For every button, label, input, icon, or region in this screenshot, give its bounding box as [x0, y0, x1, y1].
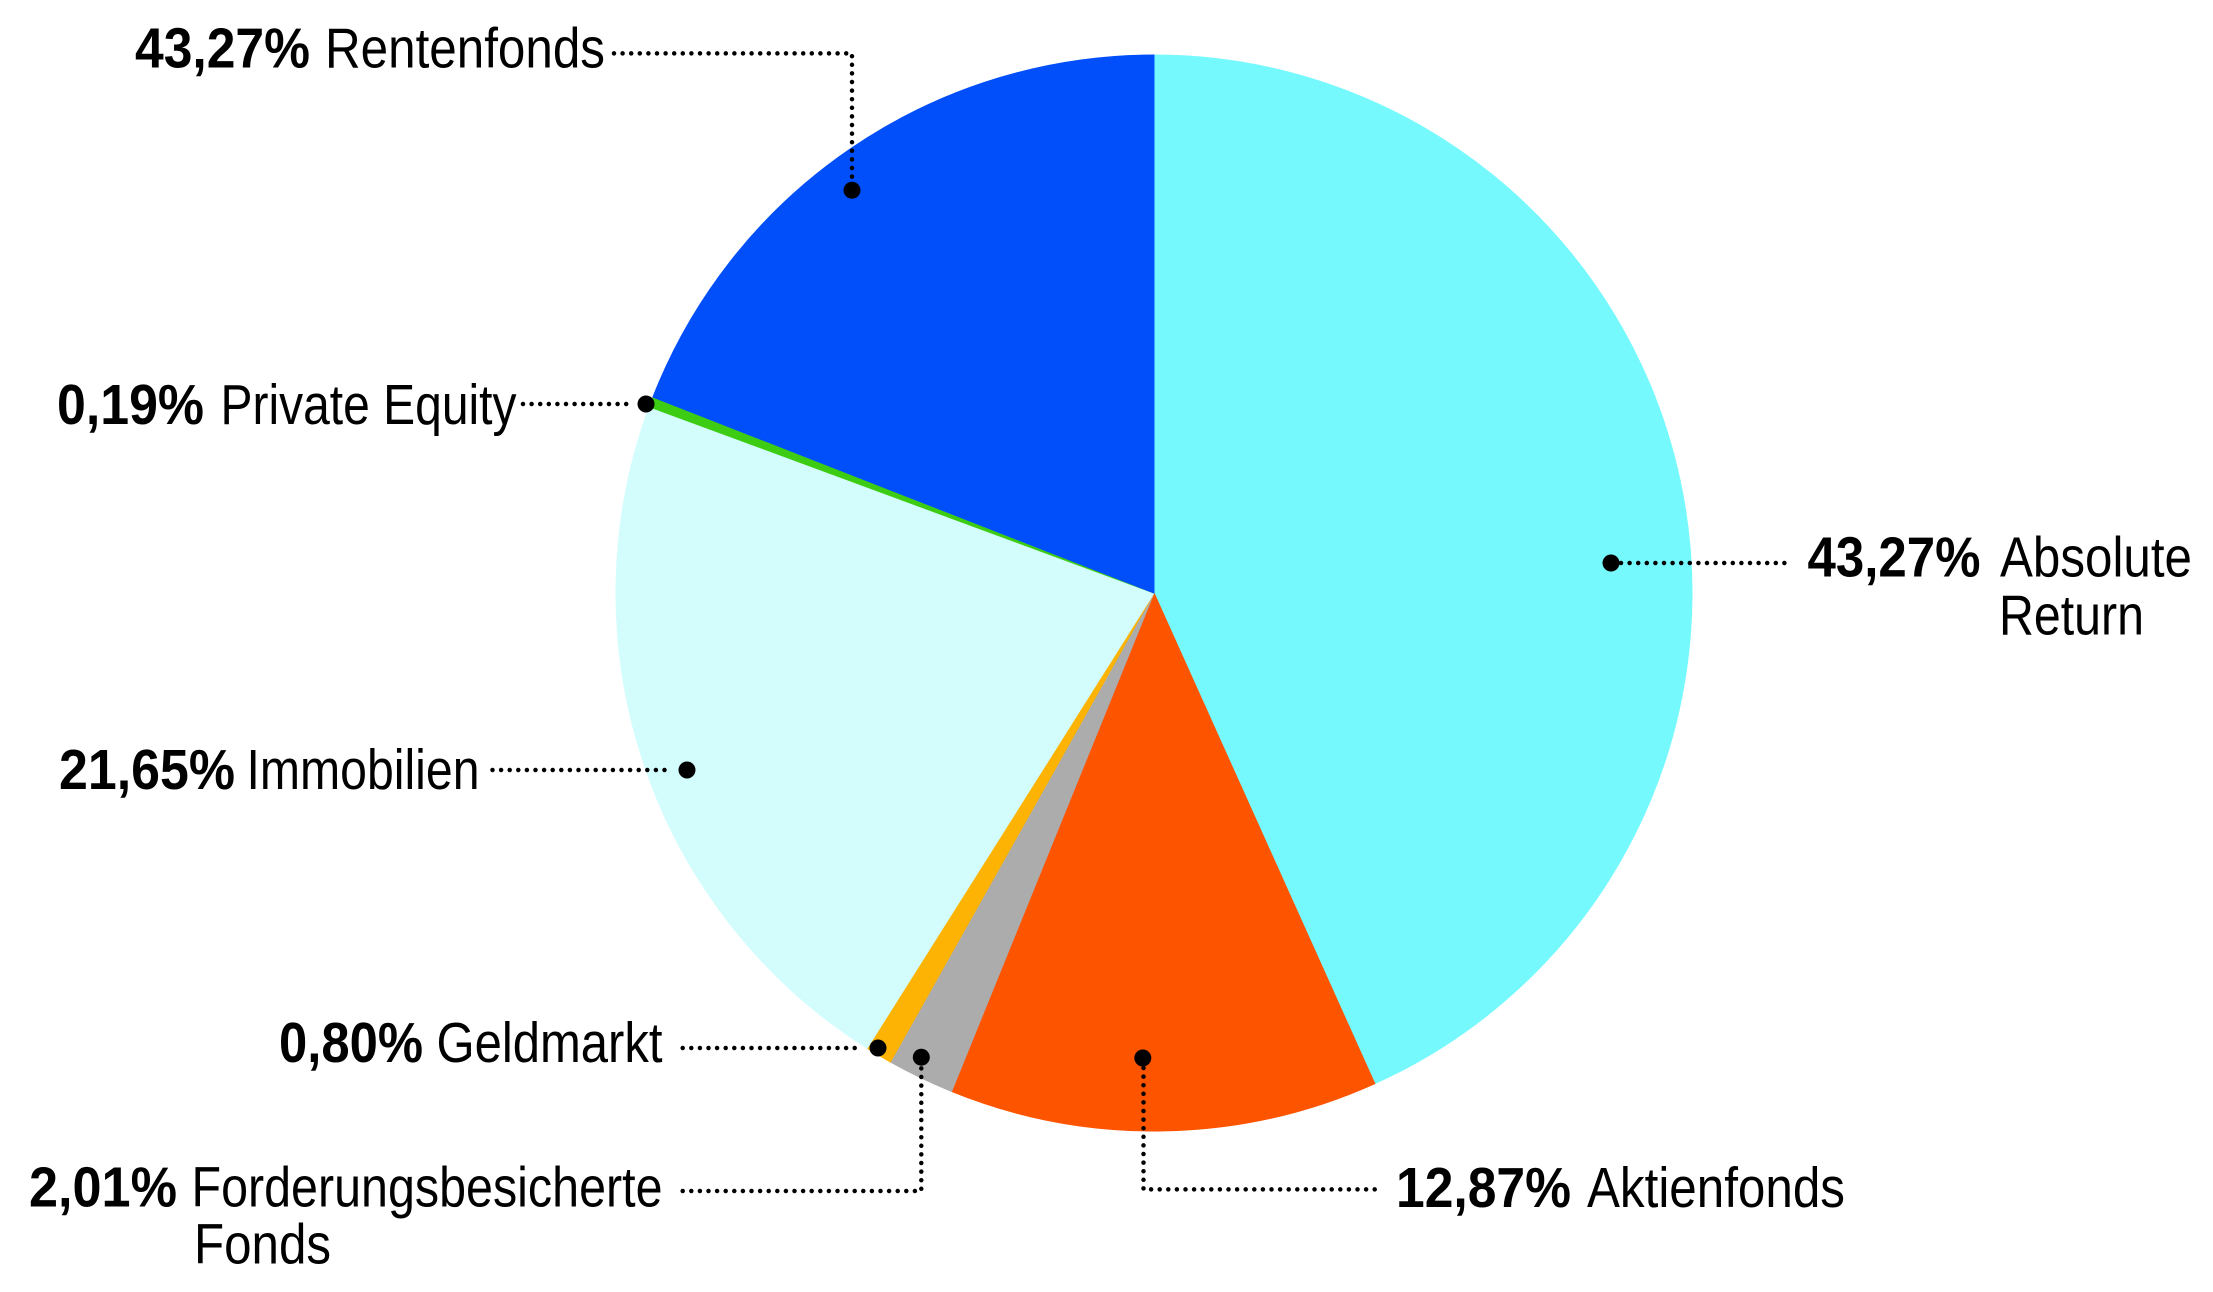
svg-text:Private Equity: Private Equity: [221, 373, 518, 436]
svg-text:Aktienfonds: Aktienfonds: [1587, 1156, 1845, 1219]
svg-text:Immobilien: Immobilien: [247, 738, 480, 801]
svg-text:Return: Return: [1999, 584, 2144, 647]
svg-text:Geldmarkt: Geldmarkt: [437, 1011, 663, 1074]
svg-text:21,65%: 21,65%: [59, 738, 235, 801]
svg-text:Forderungsbesicherte: Forderungsbesicherte: [192, 1155, 663, 1218]
svg-text:43,27%: 43,27%: [1808, 526, 1981, 589]
svg-text:Absolute: Absolute: [2000, 526, 2192, 589]
svg-text:Rentenfonds: Rentenfonds: [325, 17, 605, 80]
svg-text:Fonds: Fonds: [194, 1213, 331, 1276]
svg-text:43,27%: 43,27%: [135, 17, 310, 80]
svg-text:0,19%: 0,19%: [57, 373, 204, 436]
svg-text:0,80%: 0,80%: [279, 1011, 423, 1074]
svg-text:12,87%: 12,87%: [1396, 1156, 1571, 1219]
svg-text:2,01%: 2,01%: [29, 1155, 177, 1218]
